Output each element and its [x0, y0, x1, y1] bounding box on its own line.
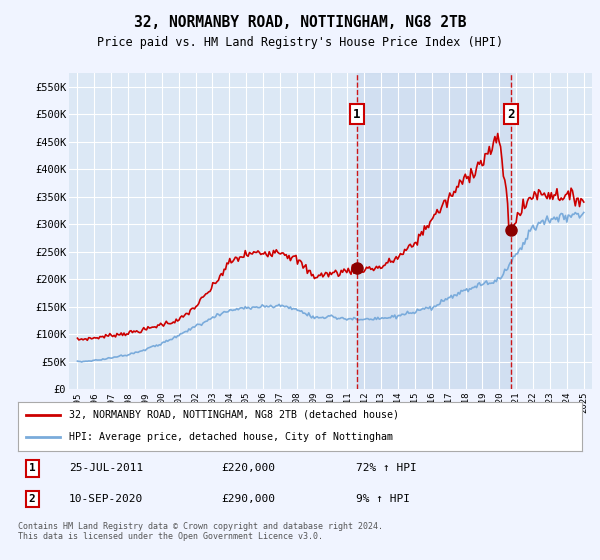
Text: 10-SEP-2020: 10-SEP-2020 — [69, 494, 143, 503]
Text: 72% ↑ HPI: 72% ↑ HPI — [356, 464, 417, 473]
Text: Contains HM Land Registry data © Crown copyright and database right 2024.
This d: Contains HM Land Registry data © Crown c… — [18, 522, 383, 542]
Bar — [357, 73, 511, 389]
Text: Price paid vs. HM Land Registry's House Price Index (HPI): Price paid vs. HM Land Registry's House … — [97, 36, 503, 49]
Text: £290,000: £290,000 — [221, 494, 275, 503]
Text: £220,000: £220,000 — [221, 464, 275, 473]
Text: 2: 2 — [507, 108, 515, 120]
Text: 2: 2 — [29, 494, 35, 503]
Text: 1: 1 — [29, 464, 35, 473]
Text: 9% ↑ HPI: 9% ↑ HPI — [356, 494, 410, 503]
Text: 25-JUL-2011: 25-JUL-2011 — [69, 464, 143, 473]
Text: HPI: Average price, detached house, City of Nottingham: HPI: Average price, detached house, City… — [69, 432, 393, 442]
Text: 1: 1 — [353, 108, 361, 120]
Text: 32, NORMANBY ROAD, NOTTINGHAM, NG8 2TB: 32, NORMANBY ROAD, NOTTINGHAM, NG8 2TB — [134, 15, 466, 30]
Text: 32, NORMANBY ROAD, NOTTINGHAM, NG8 2TB (detached house): 32, NORMANBY ROAD, NOTTINGHAM, NG8 2TB (… — [69, 410, 399, 420]
